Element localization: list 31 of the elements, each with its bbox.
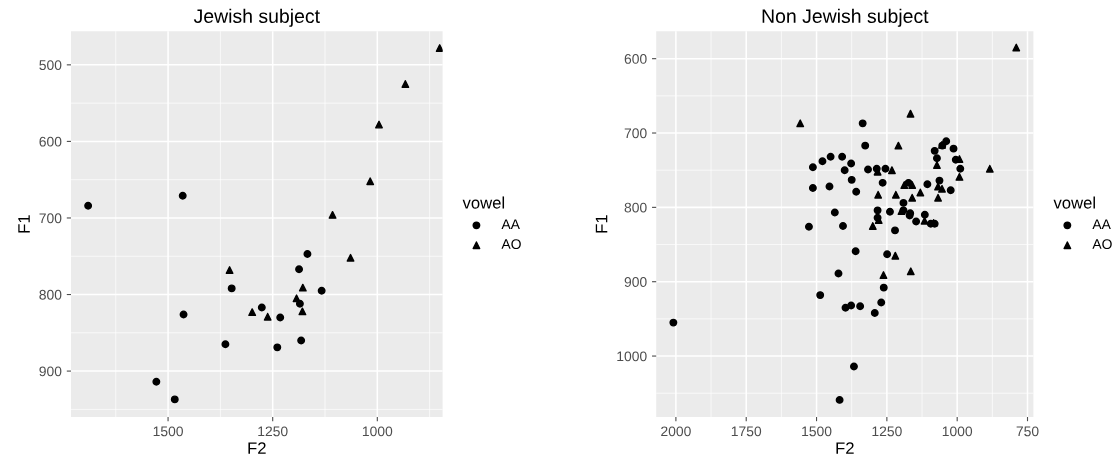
x-tick-label: 1000: [362, 426, 393, 437]
legend-label: AO: [501, 239, 521, 250]
y-tick-label: 1000: [617, 351, 647, 362]
y-tick-label: 700: [39, 213, 62, 224]
x-tick-label: 750: [1016, 426, 1039, 437]
legend-label: AA: [501, 219, 520, 229]
x-tick-label: 1250: [258, 426, 288, 437]
x-tick-label: 1000: [942, 426, 973, 437]
legend-label: AO: [1092, 239, 1112, 250]
x-tick-label: 1750: [731, 426, 762, 437]
y-axis-title: F1: [18, 215, 30, 233]
y-tick-label: 600: [39, 136, 62, 147]
x-axis-title: F2: [836, 442, 854, 454]
y-tick-label: 800: [624, 202, 647, 213]
x-axis-title: F2: [248, 442, 266, 454]
x-tick-label: 1500: [802, 426, 832, 437]
y-tick-label: 500: [39, 60, 62, 71]
y-tick-label: 800: [39, 289, 62, 300]
y-tick-label: 900: [39, 366, 62, 377]
x-tick-label: 1250: [872, 426, 902, 437]
legend-label: AA: [1092, 219, 1111, 229]
x-tick-label: 1500: [153, 426, 183, 437]
legend-title: vowel: [462, 196, 505, 209]
y-axis-title: F1: [595, 215, 608, 233]
chart-title: Jewish subject: [193, 8, 320, 27]
y-tick-label: 700: [624, 128, 647, 139]
x-tick-label: 2000: [661, 426, 691, 437]
y-tick-label: 900: [624, 277, 647, 287]
chart-title: Non Jewish subject: [762, 8, 929, 27]
y-tick-label: 600: [624, 54, 647, 64]
legend-title: vowel: [1053, 196, 1095, 209]
